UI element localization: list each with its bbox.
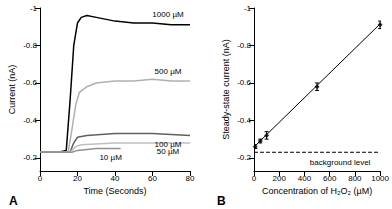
svg-text:-0.6: -0.6 bbox=[237, 78, 251, 87]
svg-text:20: 20 bbox=[73, 174, 82, 183]
svg-text:-1: -1 bbox=[244, 4, 252, 13]
svg-text:-0.8: -0.8 bbox=[23, 41, 37, 50]
svg-text:50 µM: 50 µM bbox=[157, 147, 180, 156]
svg-text:200: 200 bbox=[273, 174, 287, 183]
svg-text:1000: 1000 bbox=[371, 174, 389, 183]
svg-text:10 µM: 10 µM bbox=[99, 153, 122, 162]
svg-text:60: 60 bbox=[148, 174, 157, 183]
svg-text:A: A bbox=[9, 194, 18, 208]
svg-text:0: 0 bbox=[252, 174, 257, 183]
svg-text:100 µM: 100 µM bbox=[154, 139, 182, 149]
svg-text:-0.6: -0.6 bbox=[23, 78, 37, 87]
svg-text:-1: -1 bbox=[30, 4, 38, 13]
svg-text:-0.2: -0.2 bbox=[23, 153, 37, 162]
svg-text:-0.2: -0.2 bbox=[237, 153, 251, 162]
svg-text:-0.4: -0.4 bbox=[23, 116, 37, 125]
svg-text:80: 80 bbox=[186, 174, 195, 183]
svg-text:Steady-state current (nA): Steady-state current (nA) bbox=[221, 39, 231, 140]
svg-text:0: 0 bbox=[38, 174, 43, 183]
svg-text:400: 400 bbox=[298, 174, 312, 183]
svg-text:background level: background level bbox=[310, 158, 371, 167]
svg-text:40: 40 bbox=[111, 174, 120, 183]
svg-text:-0.8: -0.8 bbox=[237, 41, 251, 50]
svg-text:-0.4: -0.4 bbox=[237, 116, 251, 125]
svg-text:Time (Seconds): Time (Seconds) bbox=[83, 186, 146, 196]
svg-text:Current (nA): Current (nA) bbox=[7, 65, 17, 115]
svg-text:600: 600 bbox=[323, 174, 337, 183]
svg-text:500 µM: 500 µM bbox=[155, 67, 182, 76]
svg-text:800: 800 bbox=[348, 174, 362, 183]
svg-text:1000 µM: 1000 µM bbox=[152, 10, 184, 19]
svg-text:B: B bbox=[217, 194, 226, 208]
svg-text:Concentration of H₂O₂ (µM): Concentration of H₂O₂ (µM) bbox=[262, 186, 372, 196]
